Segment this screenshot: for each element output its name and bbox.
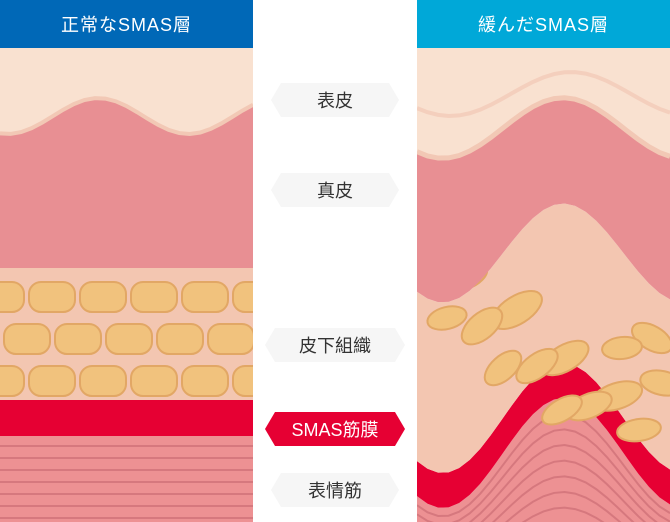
- panel-loose: 緩んだSMAS層: [417, 0, 670, 522]
- layer-label-text-dermis: 真皮: [317, 177, 353, 203]
- layer-label-text-subq: 皮下組織: [299, 332, 371, 358]
- panel-loose-svg: [417, 48, 670, 522]
- center-labels: 表皮真皮皮下組織 SMAS筋膜表情筋: [253, 48, 417, 522]
- panel-normal-body: [0, 48, 253, 522]
- panel-loose-title-text: 緩んだSMAS層: [478, 11, 609, 37]
- layer-label-subq: 皮下組織: [265, 328, 405, 362]
- panel-normal-title-text: 正常なSMAS層: [61, 11, 192, 37]
- panel-normal-svg: [0, 48, 253, 522]
- layer-label-text-muscle: 表情筋: [308, 477, 362, 503]
- panel-normal-title: 正常なSMAS層: [0, 0, 253, 48]
- layer-label-smas: SMAS筋膜: [265, 412, 405, 446]
- panel-normal: 正常なSMAS層: [0, 0, 253, 522]
- layer-label-epidermis: 表皮: [271, 83, 399, 117]
- layer-label-dermis: 真皮: [271, 173, 399, 207]
- panel-loose-body: [417, 48, 670, 522]
- layer-label-text-epidermis: 表皮: [317, 87, 353, 113]
- layer-label-muscle: 表情筋: [271, 473, 399, 507]
- layer-label-text-smas: SMAS筋膜: [291, 416, 378, 442]
- panel-loose-title: 緩んだSMAS層: [417, 0, 670, 48]
